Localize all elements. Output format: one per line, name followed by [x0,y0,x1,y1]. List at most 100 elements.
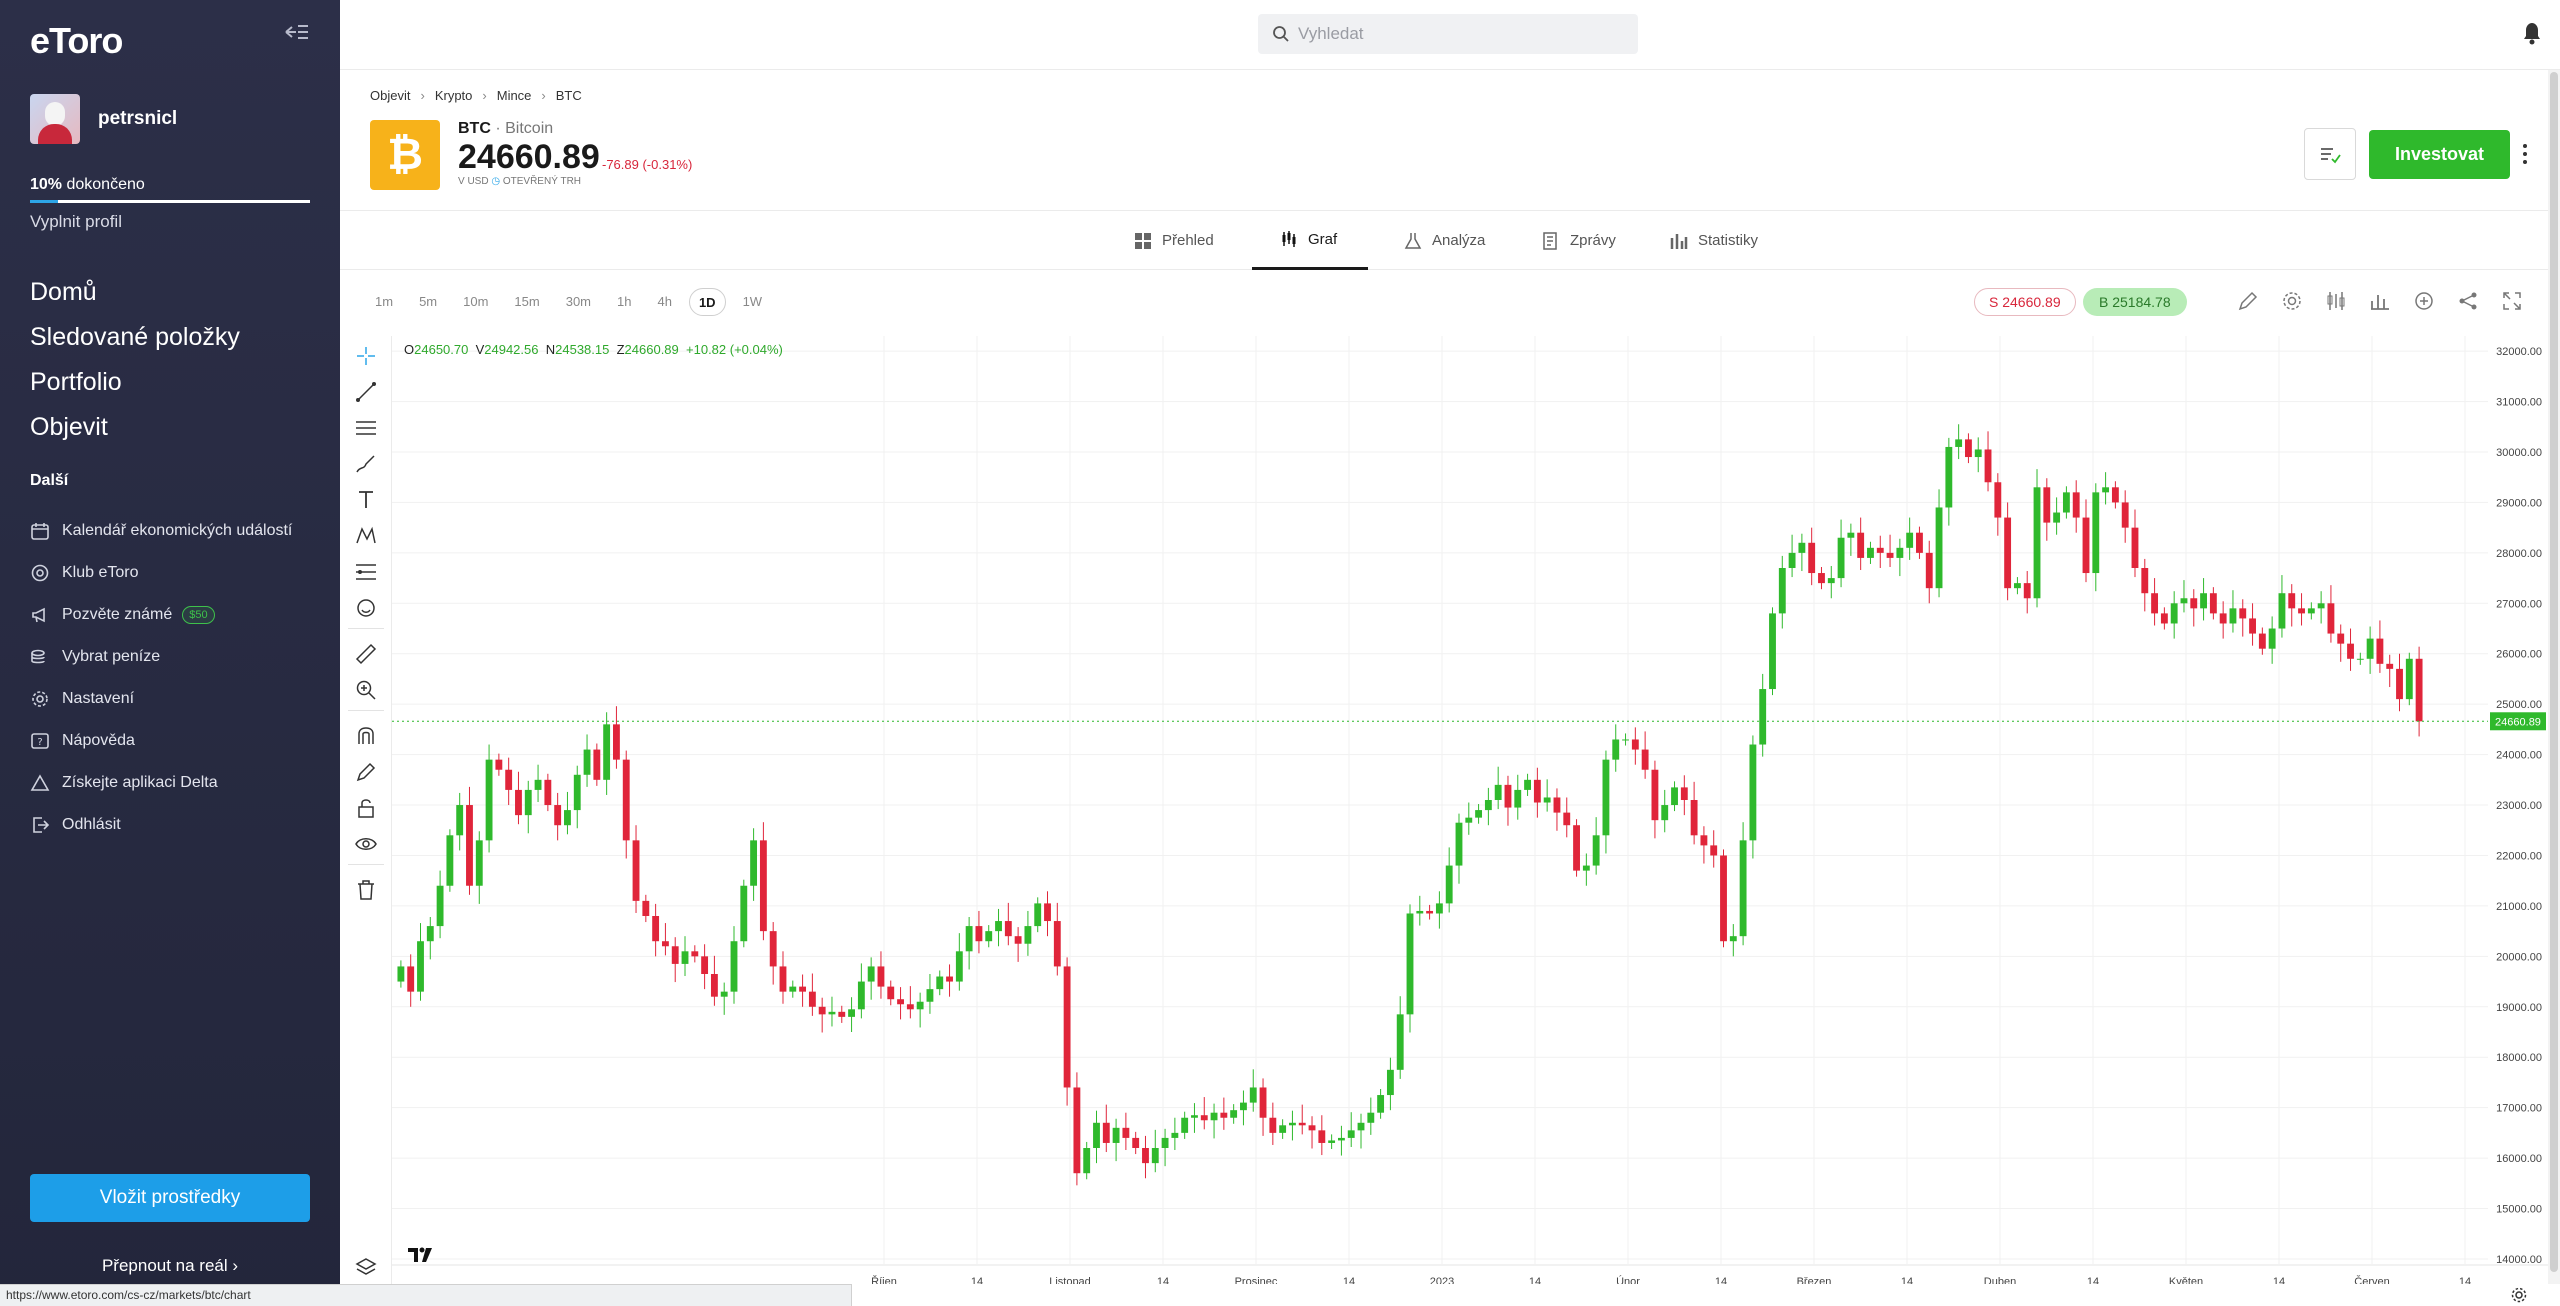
tab-news[interactable]: Zprávy [1542,211,1616,270]
timeframe-5m[interactable]: 5m [419,294,438,309]
compare-add-icon[interactable] [2412,289,2438,315]
candle-type-icon[interactable] [2324,289,2350,315]
candle-body [1416,910,1424,914]
candle-body [456,805,464,836]
candle-body [1367,1112,1375,1123]
price-chart[interactable]: 32000.00 31000.00 30000.00 29000.00 28000.00… [392,336,2548,1284]
nav-withdraw-label: Vybrat peníze [62,648,161,665]
candle-body [1876,547,1884,553]
candle-body [1475,810,1483,818]
magnet-icon[interactable] [354,724,378,748]
nav-settings[interactable]: Nastavení [30,678,292,720]
page-scrollbar-thumb[interactable] [2550,72,2558,1272]
candle-body [2268,628,2276,649]
nav-withdraw[interactable]: Vybrat peníze [30,636,292,678]
etoro-logo[interactable]: eToro [30,20,123,61]
timeframe-15m[interactable]: 15m [514,294,540,309]
fullscreen-icon[interactable] [2500,289,2526,315]
nav-economic-calendar[interactable]: Kalendář ekonomických událostí [30,510,292,552]
trash-icon[interactable] [354,878,378,902]
prediction-icon[interactable] [354,560,378,584]
more-options-icon[interactable] [2520,140,2530,168]
chart-settings-icon[interactable] [2280,289,2306,315]
profile-progress-percent: 10% [30,176,63,193]
trend-line-icon[interactable] [354,380,378,404]
timeframe-10m[interactable]: 10m [463,294,489,309]
nav-invite-friends[interactable]: Pozvěte známé $50 [30,594,292,636]
username[interactable]: petrsnicl [98,108,178,129]
collapse-sidebar-icon[interactable] [284,22,310,42]
zoom-in-icon[interactable] [354,678,378,702]
nav-portfolio[interactable]: Portfolio [30,368,122,396]
y-tick-label: 32000.00 [2496,346,2542,358]
candle-body [1014,936,1022,944]
candle-body [2396,668,2403,700]
timeframe-4h[interactable]: 4h [657,294,672,309]
notifications-bell-icon[interactable] [2520,20,2544,46]
candle-body [671,946,679,964]
hide-drawings-icon[interactable] [354,832,378,856]
stay-drawing-icon[interactable] [354,760,378,784]
text-tool-icon[interactable] [354,488,378,512]
tab-overview[interactable]: Přehled [1134,211,1214,270]
search-input[interactable] [1298,14,1628,54]
timeframe-1h[interactable]: 1h [617,294,632,309]
tab-statistics[interactable]: Statistiky [1670,211,1758,270]
candle-body [1171,1132,1179,1138]
x-tick-label: 2023 [1430,1276,1454,1284]
deposit-funds-button[interactable]: Vložit prostředky [30,1174,310,1222]
candle-body [534,779,542,790]
switch-to-real-link[interactable]: Přepnout na reál › [101,1256,239,1275]
club-icon [31,564,49,582]
ohlc-high: 24942.56 [484,342,539,357]
watchlist-icon [2321,148,2341,164]
nav-delta-app[interactable]: Získejte aplikaci Delta [30,762,292,804]
candle-body [1279,1125,1287,1133]
chart-bottom-settings-icon[interactable] [2510,1286,2528,1304]
share-icon[interactable] [2456,289,2482,315]
breadcrumb-discover[interactable]: Objevit [370,88,411,103]
nav-logout[interactable]: Odhlásit [30,804,292,846]
nav-help[interactable]: ? Nápověda [30,720,292,762]
fib-channel-icon[interactable] [354,416,378,440]
nav-discover[interactable]: Objevit [30,413,108,441]
timeframe-1d[interactable]: 1D [688,288,726,316]
tab-analysis[interactable]: Analýza [1404,211,1485,270]
buy-price-button[interactable]: B 25184.78 [2083,288,2187,316]
avatar[interactable] [30,94,80,144]
nav-club-label: Klub eToro [62,564,139,581]
timeframe-30m[interactable]: 30m [565,294,592,309]
brush-icon[interactable] [354,452,378,476]
nav-watchlist[interactable]: Sledované položky [30,323,240,351]
breadcrumb-coins[interactable]: Mince [496,88,532,103]
search-box[interactable] [1258,14,1638,54]
x-tick-label: 14 [2273,1276,2285,1284]
breadcrumb-crypto[interactable]: Krypto [434,88,473,103]
nav-home[interactable]: Domů [30,278,97,306]
timeframe-1m[interactable]: 1m [375,294,394,309]
candle-body [857,981,865,1010]
candle-body [1377,1095,1385,1113]
pattern-icon[interactable] [354,524,378,548]
sell-price-button[interactable]: S 24660.89 [1974,288,2076,316]
y-tick-label: 21000.00 [2496,901,2542,913]
draw-pencil-icon[interactable] [2236,289,2262,315]
nav-club[interactable]: Klub eToro [30,552,292,594]
indicators-icon[interactable] [2368,289,2394,315]
invest-button[interactable]: Investovat [2369,130,2510,179]
ruler-icon[interactable] [354,642,378,666]
layers-icon[interactable] [354,1256,378,1280]
candle-body [906,1004,914,1010]
tradingview-logo[interactable] [404,1240,438,1268]
profile-progress-bar [30,200,310,203]
timeframe-1w[interactable]: 1W [742,294,763,309]
watchlist-button[interactable] [2304,128,2356,180]
emoji-icon[interactable] [354,596,378,620]
fill-profile-link[interactable]: Vyplnit profil [30,212,122,231]
candle-body [2170,603,2178,624]
tab-chart[interactable]: Graf [1252,211,1368,270]
crosshair-icon[interactable] [354,344,378,368]
user-profile[interactable]: petrsnicl [30,94,177,144]
candle-body [2151,593,2159,614]
lock-icon[interactable] [354,796,378,820]
